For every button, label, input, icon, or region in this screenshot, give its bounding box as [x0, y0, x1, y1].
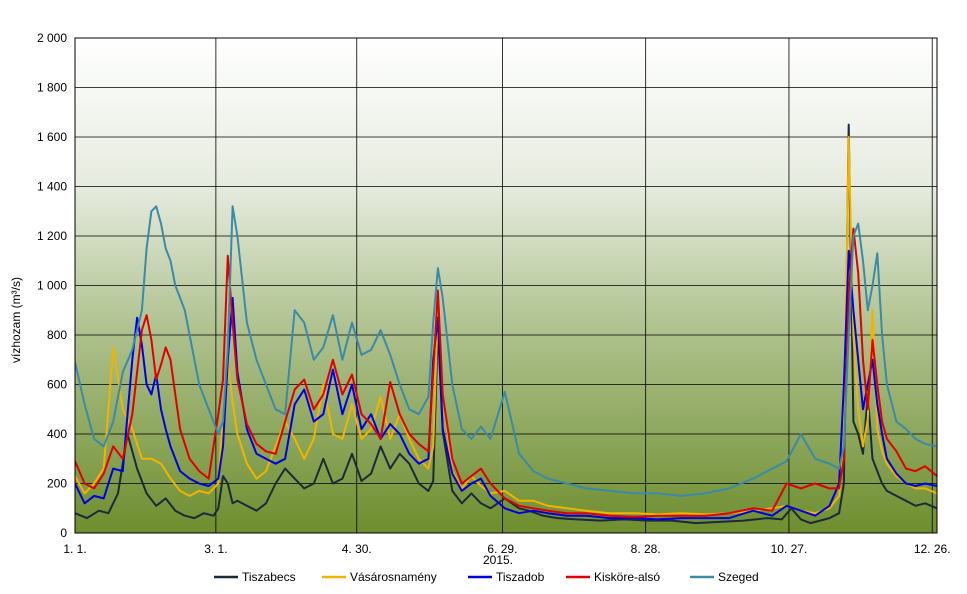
series-line-szeged — [75, 205, 937, 497]
series-lines — [75, 123, 937, 525]
y-tick-label: 600 — [47, 378, 67, 392]
x-tick-label: 8. 28. — [631, 542, 661, 556]
y-axis-title: vízhozam (m³/s) — [9, 277, 23, 363]
legend-item: Vásárosnamény — [322, 570, 437, 584]
legend-label: Vásárosnamény — [350, 570, 437, 584]
x-tick-label: 1. 1. — [63, 542, 86, 556]
y-axis-unit: (m³/s) — [9, 277, 23, 308]
y-tick-label: 2 000 — [37, 31, 67, 45]
y-tick-label: 1 200 — [37, 229, 67, 243]
y-tick-label: 1 400 — [37, 180, 67, 194]
series-line-tiszadob — [75, 249, 937, 521]
svg-text:vízhozam (m³/s): vízhozam (m³/s) — [9, 277, 23, 363]
legend-label: Tiszadob — [496, 570, 545, 584]
legend-label: Tiszabecs — [242, 570, 296, 584]
y-tick-label: 1 600 — [37, 130, 67, 144]
x-tick-label: 4. 30. — [342, 542, 372, 556]
y-tick-label: 400 — [47, 427, 67, 441]
x-tick-label: 12. 26. — [914, 542, 951, 556]
x-tick-label: 3. 1. — [204, 542, 227, 556]
plot-border — [74, 37, 938, 534]
x-axis-ticks: 1. 1. 3. 1. 4. 30. 6. 29. 8. 28. 10. 27. 12. 2… — [63, 542, 950, 556]
y-axis-label: vízhozam — [9, 312, 23, 363]
y-tick-label: 1 000 — [37, 279, 67, 293]
legend: Tiszabecs Vásárosnamény Tiszadob Kisköre-al… — [214, 570, 759, 584]
y-tick-label: 1 800 — [37, 81, 67, 95]
y-tick-label: 0 — [60, 526, 67, 540]
legend-label: Kisköre-alsó — [594, 570, 660, 584]
legend-label: Szeged — [718, 570, 759, 584]
legend-item: Kisköre-alsó — [566, 570, 660, 584]
y-tick-label: 200 — [47, 477, 67, 491]
y-tick-label: 800 — [47, 328, 67, 342]
year-label: 2015. — [483, 553, 513, 567]
x-tick-label: 6. 29. — [487, 542, 517, 556]
legend-item: Tiszabecs — [214, 570, 296, 584]
series-line-kisk-re-als- — [75, 227, 937, 518]
y-axis-ticks: 0 200 400 600 800 1 000 1 200 1 400 1 600 1 800 2 … — [37, 31, 67, 540]
legend-item: Tiszadob — [468, 570, 545, 584]
legend-item: Szeged — [690, 570, 759, 584]
x-tick-label: 10. 27. — [771, 542, 808, 556]
